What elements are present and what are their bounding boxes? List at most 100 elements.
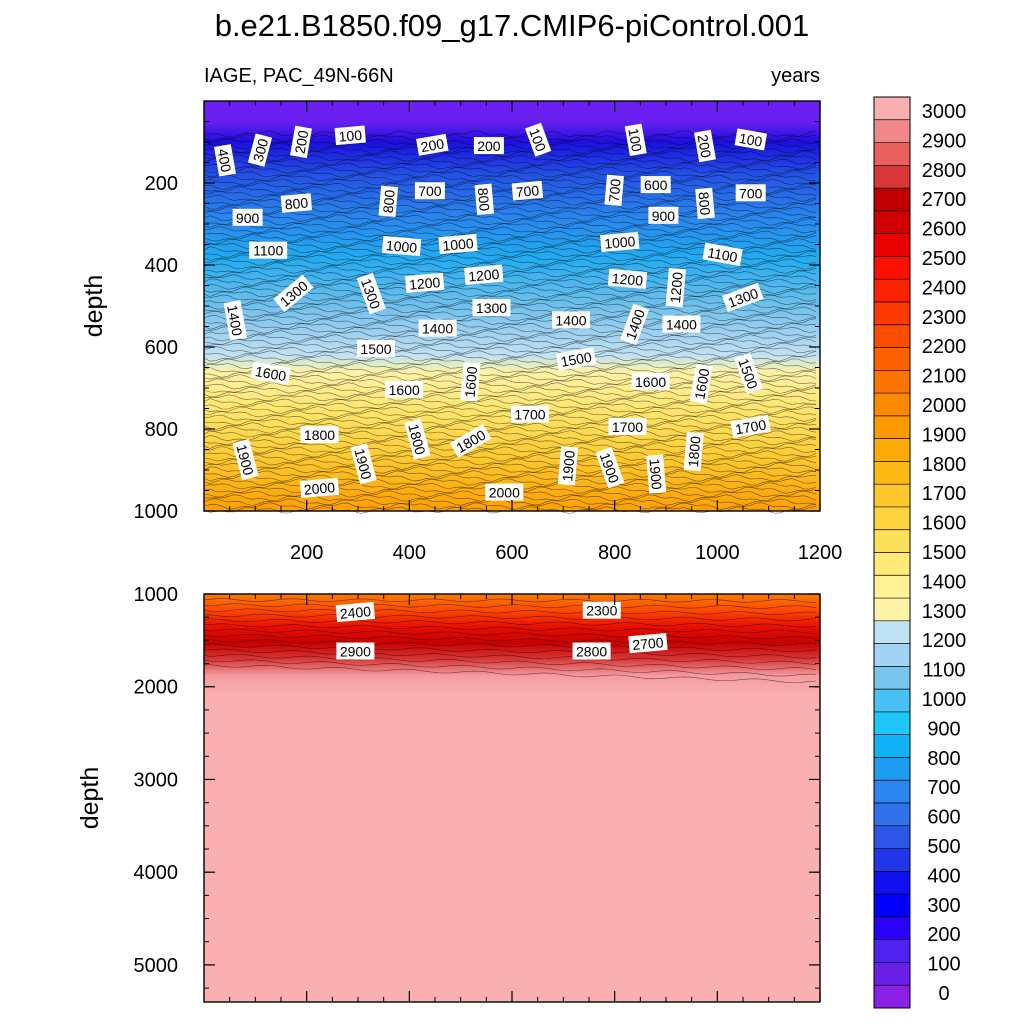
colorbar-swatch xyxy=(874,188,910,212)
contour-label-text: 1400 xyxy=(422,321,453,337)
contour-label-text: 800 xyxy=(380,189,398,214)
contour-line xyxy=(203,366,817,374)
contour-label-box xyxy=(555,347,597,371)
contour-label-box xyxy=(608,417,647,435)
contour-label-box xyxy=(640,176,671,194)
contour-label-box xyxy=(511,180,544,201)
contour-label-text: 900 xyxy=(236,210,260,226)
contour-line xyxy=(203,326,817,334)
contour-label: 200 xyxy=(290,125,312,159)
colorbar-label: 3000 xyxy=(922,101,967,123)
contour-label: 1300 xyxy=(472,299,511,317)
y-tick-label: 400 xyxy=(145,255,178,277)
contour-label-text: 1200 xyxy=(408,274,441,293)
contour-label-text: 1700 xyxy=(612,419,643,435)
contour-line xyxy=(203,186,817,194)
colorbar-label: 700 xyxy=(927,777,960,799)
colorbar-label: 400 xyxy=(927,865,960,887)
colorbar-label: 1600 xyxy=(922,513,967,535)
contour-label-box xyxy=(582,601,621,619)
contour-label-text: 1900 xyxy=(559,449,578,482)
y-tick-label: 4000 xyxy=(134,862,179,884)
contour-label-text: 1200 xyxy=(667,271,686,304)
colorbar-swatch xyxy=(874,757,910,781)
contour-label: 800 xyxy=(474,183,495,216)
colorbar-label: 100 xyxy=(927,954,960,976)
lower-y-axis-label: depth xyxy=(76,767,104,830)
contour-label-box xyxy=(695,187,715,220)
contour-line xyxy=(203,170,817,178)
contour-line xyxy=(203,618,817,628)
contour-line xyxy=(203,234,817,242)
colorbar-swatch xyxy=(874,711,910,736)
colorbar-swatch xyxy=(874,461,910,485)
contour-label-text: 2800 xyxy=(576,644,607,660)
contour-label-box xyxy=(232,208,263,226)
y-tick-label: 800 xyxy=(145,419,178,441)
contour-label-box xyxy=(290,125,312,159)
contour-line xyxy=(203,454,817,462)
contour-label: 1000 xyxy=(381,235,422,257)
contour-label: 1600 xyxy=(460,362,481,402)
contour-label: 900 xyxy=(232,208,263,226)
contour-label-text: 1800 xyxy=(685,435,704,468)
contour-label: 1100 xyxy=(249,241,288,259)
contour-line xyxy=(203,330,817,338)
contour-label-box xyxy=(449,424,492,458)
contour-label-box xyxy=(552,311,590,329)
contour-line xyxy=(203,354,817,362)
colorbar-swatch xyxy=(874,210,910,235)
colorbar-swatch xyxy=(874,916,910,941)
contour-label-box xyxy=(472,299,511,317)
contour-label-text: 100 xyxy=(338,127,363,145)
contour-label: 100 xyxy=(334,125,366,146)
contour-label-box xyxy=(600,231,640,253)
colorbar-swatch xyxy=(874,142,910,166)
contour-label-text: 100 xyxy=(738,130,764,150)
contour-label-box xyxy=(473,137,504,155)
contour-label: 400 xyxy=(214,144,236,177)
contour-line xyxy=(203,346,817,354)
contour-label-text: 1900 xyxy=(351,447,375,481)
contour-label-text: 100 xyxy=(625,127,645,153)
contour-label-text: 600 xyxy=(644,177,668,193)
contour-label-text: 2900 xyxy=(340,644,371,660)
colorbar-label: 1000 xyxy=(922,689,967,711)
contour-line xyxy=(203,238,817,246)
colorbar-swatch xyxy=(874,484,910,508)
contour-label-box xyxy=(385,381,424,399)
upper-panel: 400 300 200 100 200 200 100 100 200 100 800 900 800 7… xyxy=(80,100,842,564)
x-tick-label: 600 xyxy=(495,542,528,564)
contour-label-text: 1600 xyxy=(389,382,420,398)
contour-label-text: 200 xyxy=(420,135,446,155)
contour-label-text: 1900 xyxy=(233,443,257,477)
contour-label-box xyxy=(350,443,377,485)
colorbar-label: 1800 xyxy=(922,454,967,476)
colorbar-label: 1700 xyxy=(922,483,967,505)
contour-label: 800 xyxy=(378,185,399,218)
contour-label-text: 400 xyxy=(215,148,235,174)
colorbar-swatch xyxy=(874,894,910,918)
contour-label-text: 800 xyxy=(696,191,714,216)
contour-line xyxy=(203,394,817,402)
contour-label: 1400 xyxy=(418,319,457,337)
contour-label-text: 300 xyxy=(250,137,272,164)
contour-line xyxy=(203,398,817,406)
colorbar-label: 2900 xyxy=(922,130,967,152)
colorbar-swatch xyxy=(874,256,910,280)
contour-label-text: 2400 xyxy=(339,603,372,622)
x-tick-label: 1000 xyxy=(695,542,740,564)
contour-label: 2400 xyxy=(335,601,376,623)
contour-line xyxy=(203,382,817,390)
contour-label: 800 xyxy=(280,193,313,213)
colorbar-label: 300 xyxy=(927,895,960,917)
lower-x-ticks xyxy=(229,594,821,1002)
colorbar-swatch xyxy=(874,871,910,895)
contour-label: 1400 xyxy=(662,315,701,333)
colorbar-swatch xyxy=(874,438,910,462)
contour-label-text: 2000 xyxy=(489,485,520,501)
contour-label-text: 1500 xyxy=(360,341,391,357)
lower-contour-labels: 2400 2300 2900 2800 2700 xyxy=(335,601,668,660)
colorbar-label: 2600 xyxy=(922,219,967,241)
contour-label-box xyxy=(404,418,431,460)
